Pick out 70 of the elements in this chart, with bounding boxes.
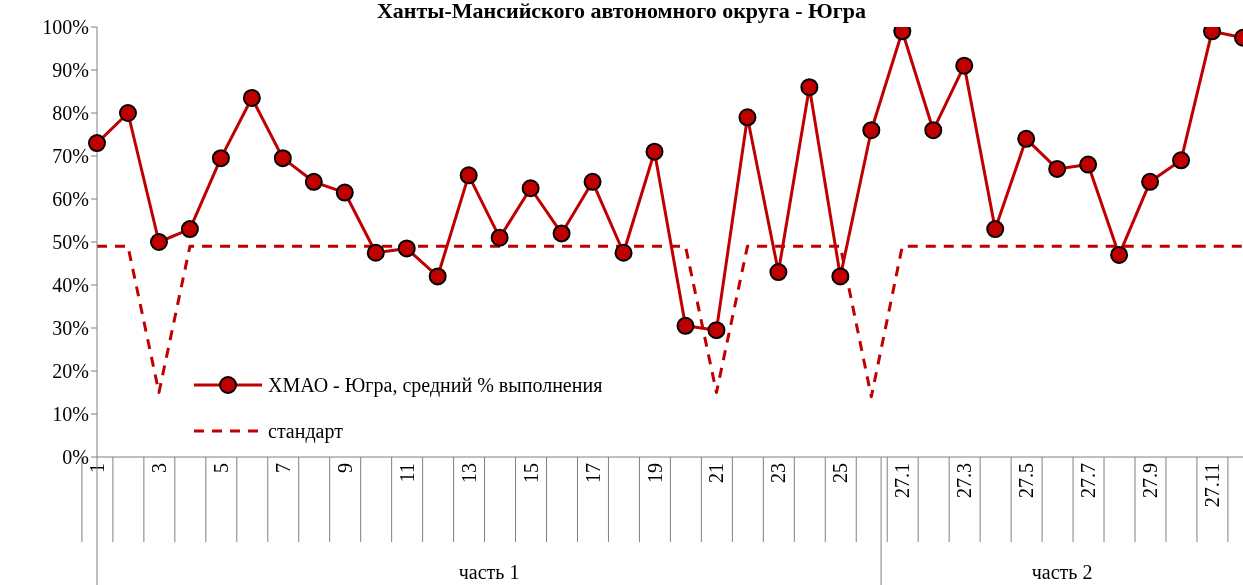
legend-label: стандарт: [268, 419, 343, 443]
text: часть 1: [458, 561, 520, 583]
y-tick-label: 100%: [42, 16, 89, 39]
x-tick-label: 25: [829, 463, 852, 483]
point: [242, 88, 261, 107]
point: [273, 149, 292, 168]
point: [211, 149, 230, 168]
point: [862, 121, 881, 140]
point: [490, 228, 509, 247]
text: часть 2: [1031, 561, 1093, 583]
point: [118, 104, 137, 122]
point: [552, 224, 571, 243]
y-tick-label: 10%: [52, 403, 89, 426]
point: [521, 179, 540, 198]
point: [1141, 172, 1160, 191]
point: [800, 78, 819, 97]
x-tick-label: 3: [147, 463, 170, 473]
x-tick-label: 21: [705, 463, 728, 483]
x-tick-label: 17: [581, 463, 604, 483]
y-tick-label: 20%: [52, 360, 89, 383]
y-tick-label: 70%: [52, 145, 89, 168]
point: [1079, 155, 1098, 174]
y-tick-label: 40%: [52, 274, 89, 297]
point: [769, 263, 788, 282]
point: [397, 239, 416, 258]
x-tick-label: 27.9: [1139, 463, 1162, 498]
point: [924, 121, 943, 140]
x-tick-label: 23: [767, 463, 790, 483]
x-tick-label: 19: [643, 463, 666, 483]
point: [335, 183, 354, 202]
point: [738, 108, 757, 127]
point: [614, 243, 633, 262]
point: [583, 172, 602, 191]
point: [1048, 159, 1067, 178]
y-tick-label: 80%: [52, 102, 89, 125]
point: [459, 166, 478, 185]
x-tick-label: 27.3: [953, 463, 976, 498]
point: [645, 142, 664, 161]
x-tick-label: 1: [86, 463, 108, 473]
chart-title: Ханты-Мансийского автономного округа - Югра: [376, 0, 867, 23]
point: [88, 134, 106, 153]
x-tick-label: 7: [271, 463, 294, 473]
y-tick-label: 0%: [62, 446, 89, 469]
legend-label: ХМАО - Югра, средний % выполнения: [268, 373, 603, 397]
y-tick-label: 30%: [52, 317, 89, 340]
y-tick-label: 90%: [52, 59, 89, 82]
point: [428, 267, 447, 286]
point: [149, 233, 168, 251]
point: [366, 243, 385, 262]
point: [707, 321, 726, 340]
point: [955, 56, 974, 75]
point: [1110, 245, 1129, 264]
x-tick-label: 15: [519, 463, 542, 483]
point: [1017, 129, 1036, 148]
x-tick-label: 5: [209, 463, 232, 473]
x-tick-label: 27.5: [1015, 463, 1038, 498]
y-tick-label: 50%: [52, 231, 89, 254]
point: [180, 220, 199, 239]
x-tick-label: 9: [333, 463, 356, 473]
x-tick-label: 11: [395, 463, 418, 483]
x-tick-label: 27.1: [891, 463, 914, 498]
x-tick-label: 27.11: [1201, 463, 1224, 508]
y-tick-label: 60%: [52, 188, 89, 211]
point: [1172, 151, 1191, 170]
point: [304, 172, 323, 191]
point: [831, 267, 850, 286]
point: [986, 220, 1005, 239]
point: [676, 316, 695, 335]
x-tick-label: 13: [457, 463, 480, 483]
x-tick-label: 27.7: [1077, 463, 1100, 498]
